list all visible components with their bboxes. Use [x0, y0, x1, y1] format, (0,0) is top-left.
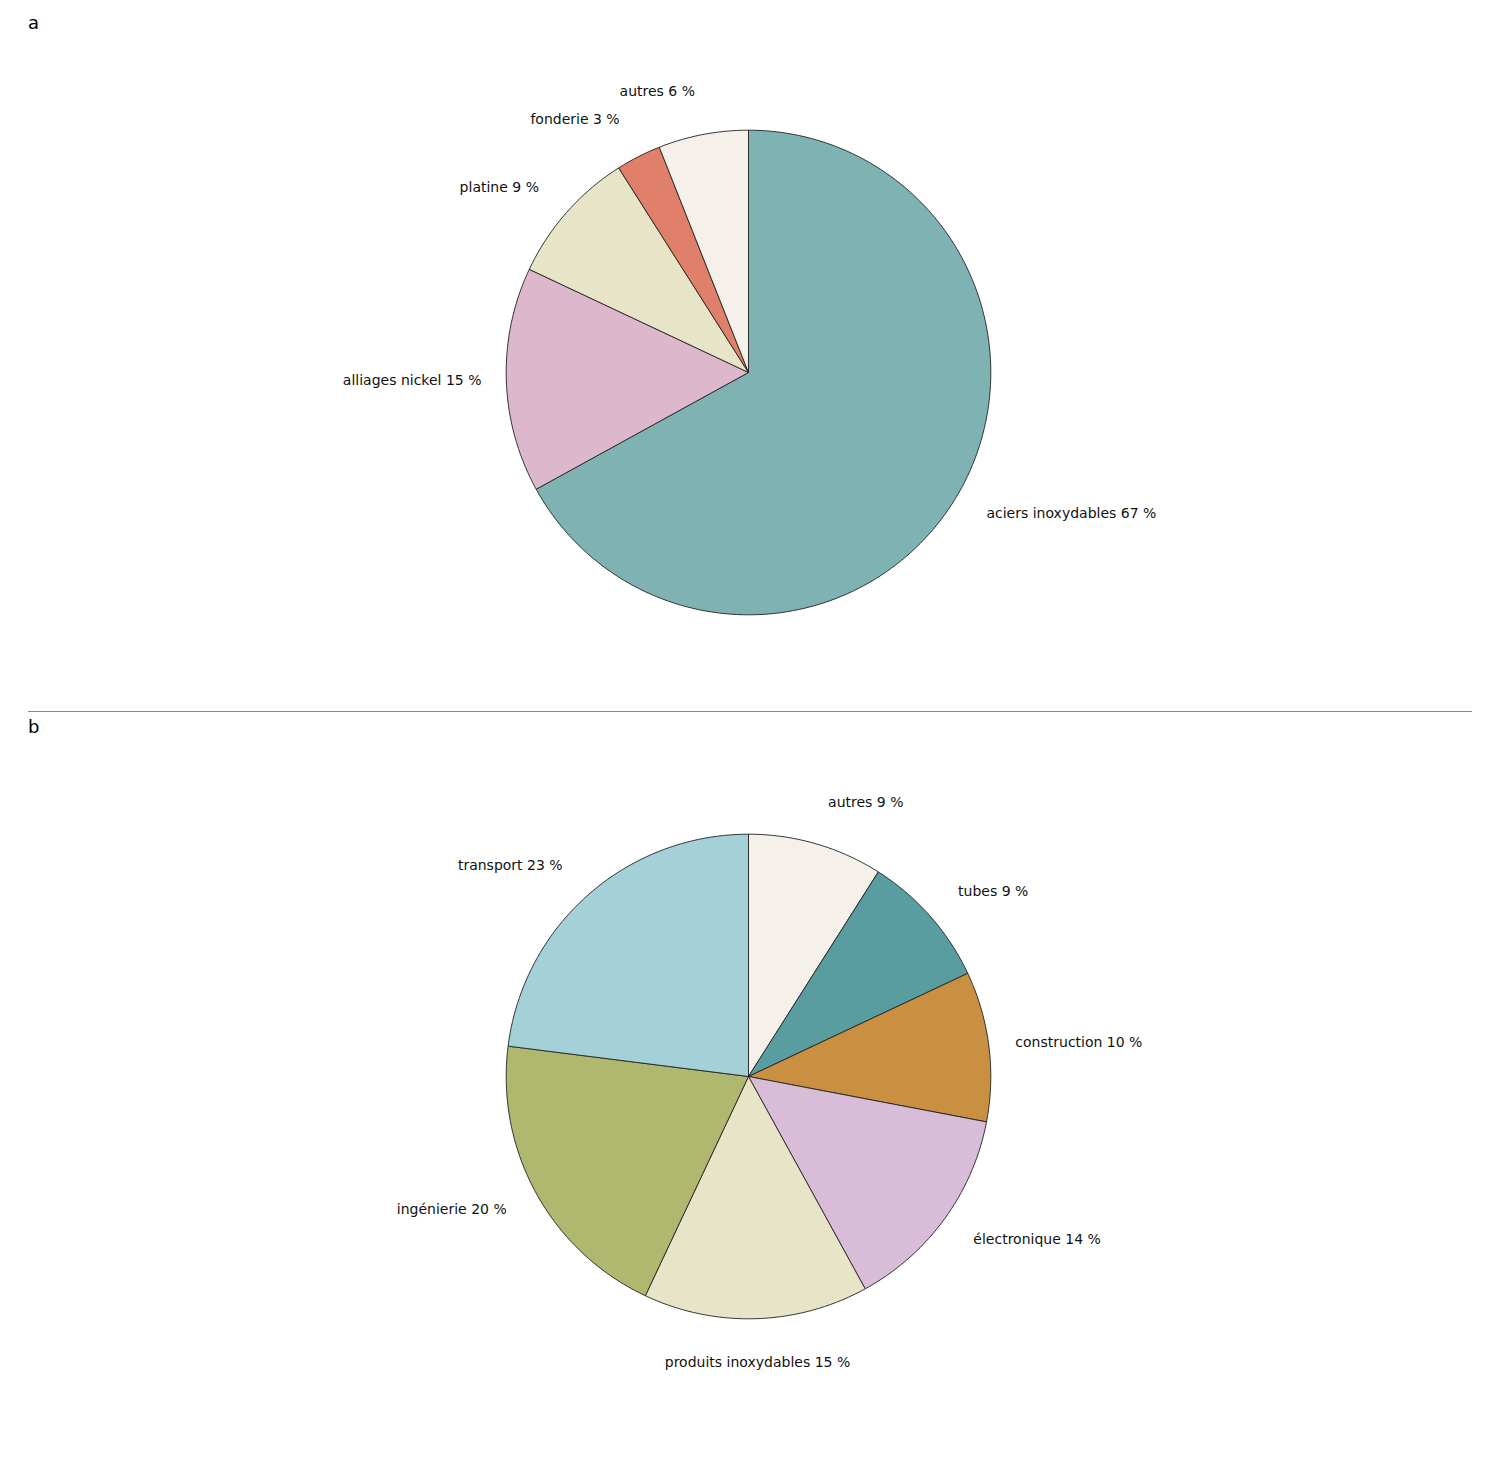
svg-text:tubes 9 %: tubes 9 %	[958, 883, 1028, 899]
svg-text:produits inoxydables 15 %: produits inoxydables 15 %	[665, 1354, 850, 1370]
svg-text:autres 9 %: autres 9 %	[828, 794, 903, 810]
svg-text:construction 10 %: construction 10 %	[1015, 1034, 1142, 1050]
svg-text:alliages nickel 15 %: alliages nickel 15 %	[343, 372, 482, 388]
svg-text:transport 23 %: transport 23 %	[458, 857, 563, 873]
svg-text:fonderie 3 %: fonderie 3 %	[530, 111, 619, 127]
svg-text:platine 9 %: platine 9 %	[460, 179, 539, 195]
svg-text:autres 6 %: autres 6 %	[620, 83, 695, 99]
svg-text:aciers inoxydables 67 %: aciers inoxydables 67 %	[986, 505, 1156, 521]
html-text:b: b	[28, 716, 40, 737]
svg-text:électronique 14 %: électronique 14 %	[973, 1231, 1100, 1247]
svg-text:ingénierie 20 %: ingénierie 20 %	[397, 1201, 507, 1217]
html-text:a: a	[28, 12, 39, 33]
